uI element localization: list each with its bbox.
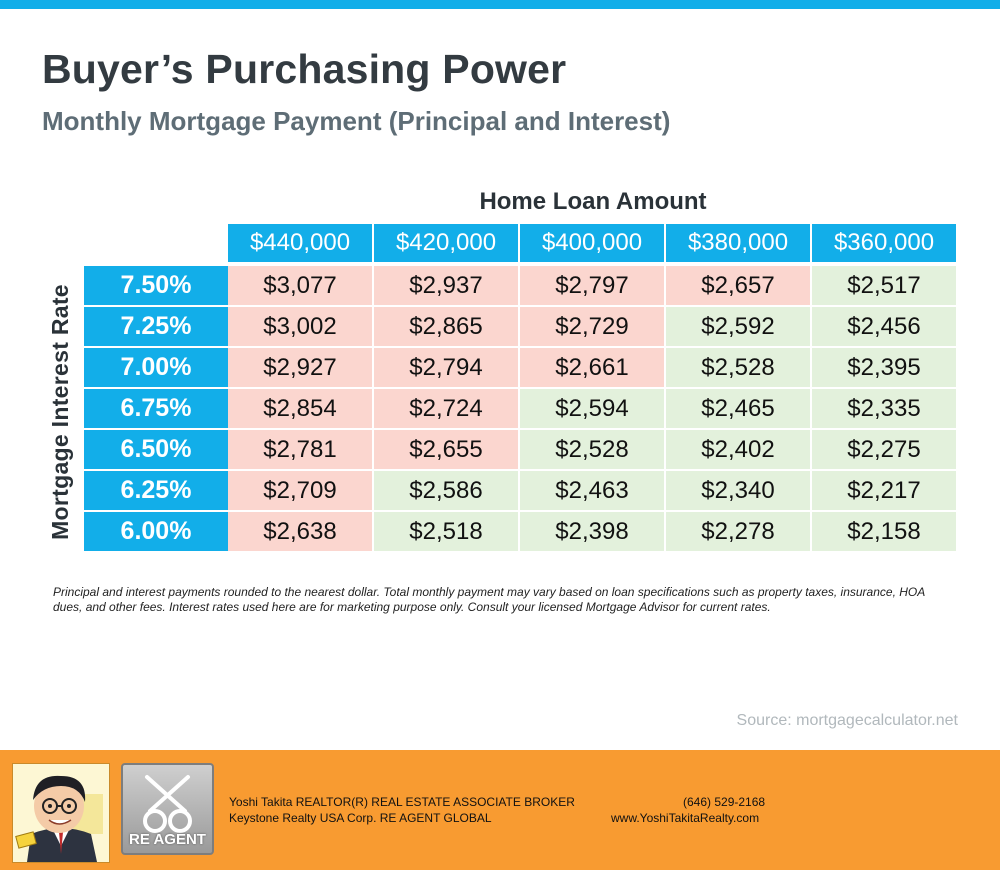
payment-cell: $2,278 [666,512,810,551]
payment-cell: $2,709 [228,471,372,510]
company-line: Keystone Realty USA Corp. RE AGENT GLOBA… [229,811,492,825]
loan-amount-header: $420,000 [374,224,518,262]
logo-text: RE AGENT [129,831,206,848]
payment-cell: $2,217 [812,471,956,510]
payment-cell: $2,517 [812,266,956,305]
interest-rate-label: 6.50% [84,430,228,469]
interest-rate-label: 7.50% [84,266,228,305]
row-axis-label: Mortgage Interest Rate [47,284,73,540]
agent-name-line: Yoshi Takita REALTOR(R) REAL ESTATE ASSO… [229,795,575,809]
payment-cell: $2,592 [666,307,810,346]
payment-cell: $2,456 [812,307,956,346]
payment-cell: $2,594 [520,389,664,428]
payment-cell: $3,002 [228,307,372,346]
agent-website: www.YoshiTakitaRealty.com [611,811,760,825]
disclaimer-text: Principal and interest payments rounded … [53,585,925,614]
payment-cell: $2,335 [812,389,956,428]
payment-cell: $2,398 [520,512,664,551]
loan-amount-header: $380,000 [666,224,810,262]
agent-caricature-avatar [12,763,110,863]
payment-cell: $2,794 [374,348,518,387]
payment-cell: $2,729 [520,307,664,346]
top-accent-bar [0,0,1000,9]
payment-cell: $2,865 [374,307,518,346]
loan-amount-header: $400,000 [520,224,664,262]
payment-cell: $2,158 [812,512,956,551]
payment-cell: $2,528 [666,348,810,387]
payment-cell: $2,395 [812,348,956,387]
payment-cell: $2,518 [374,512,518,551]
payment-cell: $2,797 [520,266,664,305]
payment-cell: $2,402 [666,430,810,469]
payment-cell: $2,340 [666,471,810,510]
payment-cell: $2,781 [228,430,372,469]
page-subtitle: Monthly Mortgage Payment (Principal and … [42,106,671,136]
payment-cell: $2,528 [520,430,664,469]
payment-cell: $2,724 [374,389,518,428]
page-title: Buyer’s Purchasing Power [42,46,567,92]
payment-cell: $2,638 [228,512,372,551]
source-note: Source: mortgagecalculator.net [736,712,958,729]
interest-rate-label: 6.75% [84,389,228,428]
interest-rate-label: 7.00% [84,348,228,387]
payment-cell: $2,927 [228,348,372,387]
re-agent-logo: RE AGENT [121,763,214,855]
interest-rate-label: 7.25% [84,307,228,346]
agent-footer: RE AGENT Yoshi Takita REALTOR(R) REAL ES… [0,750,1000,870]
payment-cell: $2,661 [520,348,664,387]
agent-phone: (646) 529-2168 [683,795,766,809]
payment-cell: $2,463 [520,471,664,510]
loan-amount-header: $360,000 [812,224,956,262]
payment-cell: $2,655 [374,430,518,469]
payment-cell: $2,465 [666,389,810,428]
payment-cell: $2,275 [812,430,956,469]
payment-cell: $2,854 [228,389,372,428]
column-axis-label: Home Loan Amount [479,188,707,215]
loan-amount-header: $440,000 [228,224,372,262]
payment-cell: $2,937 [374,266,518,305]
interest-rate-label: 6.25% [84,471,228,510]
interest-rate-label: 6.00% [84,512,228,551]
payment-cell: $3,077 [228,266,372,305]
payment-cell: $2,586 [374,471,518,510]
payment-cell: $2,657 [666,266,810,305]
